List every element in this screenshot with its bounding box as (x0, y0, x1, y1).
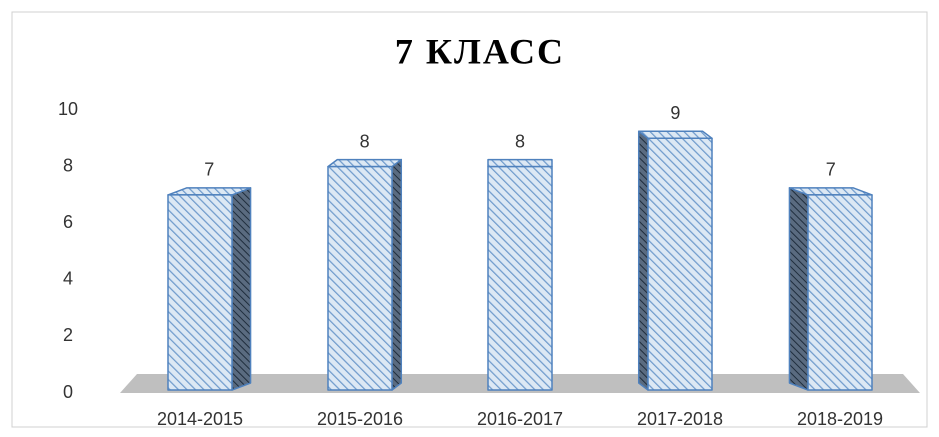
bar (167, 194, 233, 391)
x-tick-label: 2014-2015 (157, 409, 243, 429)
bar-top (487, 158, 553, 168)
bar-top (327, 158, 403, 168)
chart-frame (11, 11, 928, 428)
x-tick-label: 2018-2019 (797, 409, 883, 429)
y-tick-label: 10 (58, 99, 78, 119)
y-tick-label: 4 (63, 269, 73, 289)
bar (647, 137, 713, 391)
value-label: 7 (826, 160, 836, 180)
bar-top (637, 130, 713, 140)
value-label: 8 (515, 131, 525, 151)
x-tick-label: 2016-2017 (477, 409, 563, 429)
bar (807, 194, 873, 391)
value-label: 9 (670, 103, 680, 123)
bar-side (637, 130, 649, 391)
x-tick-label: 2015-2016 (317, 409, 403, 429)
y-tick-label: 2 (63, 325, 73, 345)
bar (487, 165, 553, 391)
bar-side (391, 158, 403, 391)
bar-side (231, 187, 252, 391)
value-label: 8 (360, 131, 370, 151)
bar-side (788, 187, 809, 391)
y-tick-label: 0 (63, 382, 73, 402)
bar (327, 165, 393, 391)
y-tick-label: 8 (63, 155, 73, 175)
value-label: 7 (204, 160, 214, 180)
chart-title: 7 КЛАСС (395, 31, 565, 71)
y-tick-label: 6 (63, 212, 73, 232)
x-tick-label: 2017-2018 (637, 409, 723, 429)
